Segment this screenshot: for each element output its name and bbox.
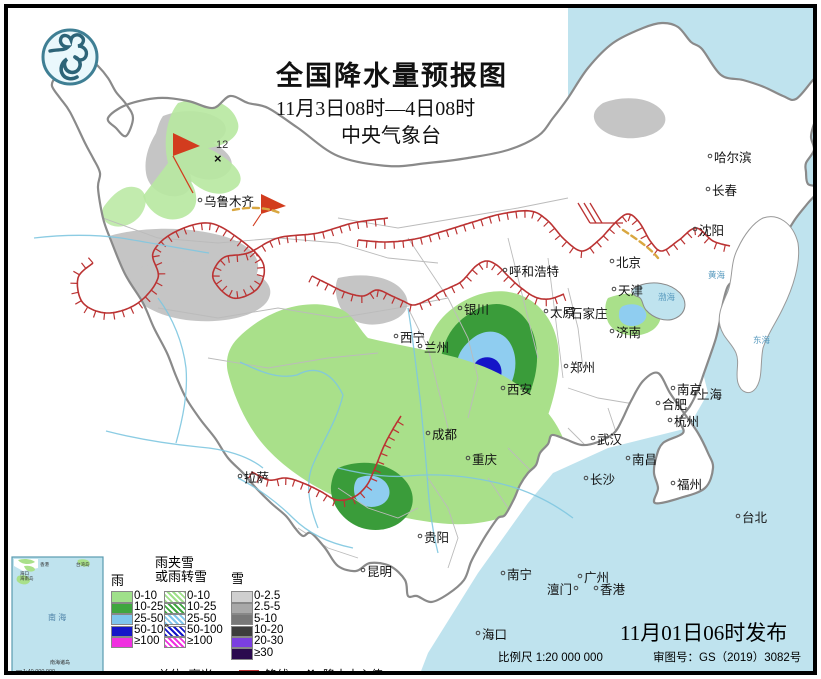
svg-text:南 海: 南 海 [48,612,66,622]
svg-text:东海: 东海 [753,335,771,345]
svg-text:渤海: 渤海 [658,292,676,302]
svg-text:黄海: 黄海 [708,270,726,280]
svg-text:1:40 000 000: 1:40 000 000 [23,669,55,675]
svg-text:香港: 香港 [40,561,49,568]
svg-text:南海诸岛: 南海诸岛 [50,659,70,666]
svg-text:×: × [214,151,222,166]
svg-text:台湾岛: 台湾岛 [76,561,90,568]
svg-text:海南岛: 海南岛 [20,575,34,582]
svg-text:12: 12 [216,139,228,151]
